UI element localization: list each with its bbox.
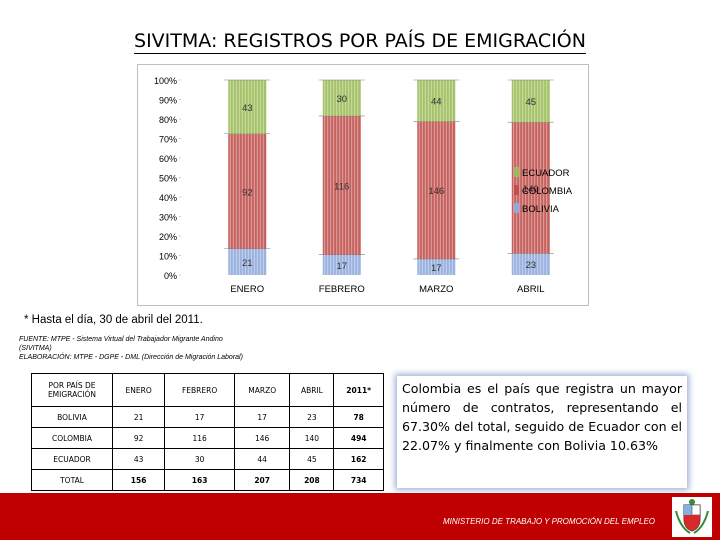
source-note: FUENTE: MTPE - Sistema Virtual del Traba… xyxy=(19,335,243,362)
data-label: 43 xyxy=(242,103,253,114)
chart-canvas: 0% 10% 20% 30% 40% 50% 60% 70% 80% 90% 100% 21 92 43 E… xyxy=(154,76,573,295)
y-tick-label: 50% xyxy=(159,174,177,184)
legend-label: COLOMBIA xyxy=(522,186,573,197)
y-tick-label: 70% xyxy=(159,135,177,145)
y-tick-label: 90% xyxy=(159,96,177,106)
table-row: COLOMBIA 92 116 146 140 494 xyxy=(31,427,384,449)
table-cell: 494 xyxy=(333,427,384,449)
coat-of-arms-icon xyxy=(672,497,712,537)
bar-segment xyxy=(417,258,456,275)
x-tick-label: MARZO xyxy=(419,284,453,295)
data-label: 44 xyxy=(431,97,442,108)
table-header: 2011* xyxy=(333,373,384,407)
table-header: ABRIL xyxy=(289,373,335,407)
table-cell: 207 xyxy=(233,469,291,491)
table-cell: BOLIVIA xyxy=(31,406,113,428)
y-tick-label: 60% xyxy=(159,154,177,164)
table-header: FEBRERO xyxy=(164,373,235,407)
y-tick-label: 40% xyxy=(159,193,177,203)
data-label: 45 xyxy=(525,97,536,108)
table-row: BOLIVIA 21 17 17 23 78 xyxy=(31,406,384,428)
x-tick-label: FEBRERO xyxy=(319,284,365,295)
table-cell: 116 xyxy=(164,427,235,449)
table-cell: 146 xyxy=(233,427,291,449)
table-total-row: TOTAL 156 163 207 208 734 xyxy=(31,469,384,491)
legend-swatch xyxy=(514,185,519,195)
data-label: 21 xyxy=(242,258,253,269)
table-cell: 92 xyxy=(111,427,166,449)
x-tick-label: ABRIL xyxy=(517,284,544,295)
table-cell: 140 xyxy=(289,427,335,449)
slide-title: SIVITMA: REGISTROS POR PAÍS DE EMIGRACIÓ… xyxy=(134,30,586,54)
table-header: MARZO xyxy=(233,373,291,407)
table-cell: 162 xyxy=(333,448,384,470)
x-tick-label: ENERO xyxy=(230,284,264,295)
table-cell: TOTAL xyxy=(31,469,113,491)
data-label: 17 xyxy=(431,263,442,274)
table-cell: 17 xyxy=(233,406,291,428)
bar-segment xyxy=(322,254,361,275)
table-cell: 30 xyxy=(164,448,235,470)
source-line-2: (SIVITMA) xyxy=(19,345,52,352)
table-cell: 23 xyxy=(289,406,335,428)
source-line-1: FUENTE: MTPE - Sistema Virtual del Traba… xyxy=(19,336,223,343)
conclusion-textbox: Colombia es el país que registra un mayo… xyxy=(397,376,687,488)
table-cell: 734 xyxy=(333,469,384,491)
table-header-row: POR PAÍS DE EMIGRACIÓN ENERO FEBRERO MAR… xyxy=(31,373,384,407)
legend-label: ECUADOR xyxy=(522,168,570,179)
y-tick-label: 20% xyxy=(159,232,177,242)
data-label: 140 xyxy=(523,184,539,195)
source-line-3: ELABORACIÓN: MTPE - DGPE - DML (Direcció… xyxy=(19,354,243,361)
table-cell: 43 xyxy=(111,448,166,470)
table-header: POR PAÍS DE EMIGRACIÓN xyxy=(31,373,113,407)
y-tick-label: 0% xyxy=(164,271,177,281)
table-cell: 17 xyxy=(164,406,235,428)
data-label: 92 xyxy=(242,187,253,198)
bar-segment xyxy=(511,253,550,275)
table-cell: 21 xyxy=(111,406,166,428)
legend-label: BOLIVIA xyxy=(522,204,560,215)
y-tick-label: 30% xyxy=(159,213,177,223)
table-cell: 44 xyxy=(233,448,291,470)
data-label: 146 xyxy=(428,186,444,197)
table-row: ECUADOR 43 30 44 45 162 xyxy=(31,448,384,470)
data-label: 116 xyxy=(334,181,349,192)
table-cell: COLOMBIA xyxy=(31,427,113,449)
legend-swatch xyxy=(514,203,519,213)
y-tick-label: 10% xyxy=(159,252,177,262)
table-cell: 208 xyxy=(289,469,335,491)
table-cell: 45 xyxy=(289,448,335,470)
ministry-label: MINISTERIO DE TRABAJO Y PROMOCIÓN DEL EM… xyxy=(442,517,655,526)
table-cell: 163 xyxy=(164,469,235,491)
data-label: 23 xyxy=(525,260,536,271)
table-header: ENERO xyxy=(111,373,166,407)
data-table: POR PAÍS DE EMIGRACIÓN ENERO FEBRERO MAR… xyxy=(31,373,384,491)
table-cell: ECUADOR xyxy=(31,448,113,470)
y-tick-label: 100% xyxy=(154,76,177,86)
footnote: * Hasta el día, 30 de abril del 2011. xyxy=(24,314,203,326)
y-tick-label: 80% xyxy=(159,115,177,125)
data-label: 30 xyxy=(336,94,347,105)
stacked-bar-chart: 0% 10% 20% 30% 40% 50% 60% 70% 80% 90% 100% 21 92 43 E… xyxy=(137,64,589,306)
data-label: 17 xyxy=(336,261,347,272)
table-cell: 78 xyxy=(333,406,384,428)
legend-swatch xyxy=(514,167,519,177)
footer-bar: MINISTERIO DE TRABAJO Y PROMOCIÓN DEL EM… xyxy=(0,493,720,540)
table-cell: 156 xyxy=(111,469,166,491)
